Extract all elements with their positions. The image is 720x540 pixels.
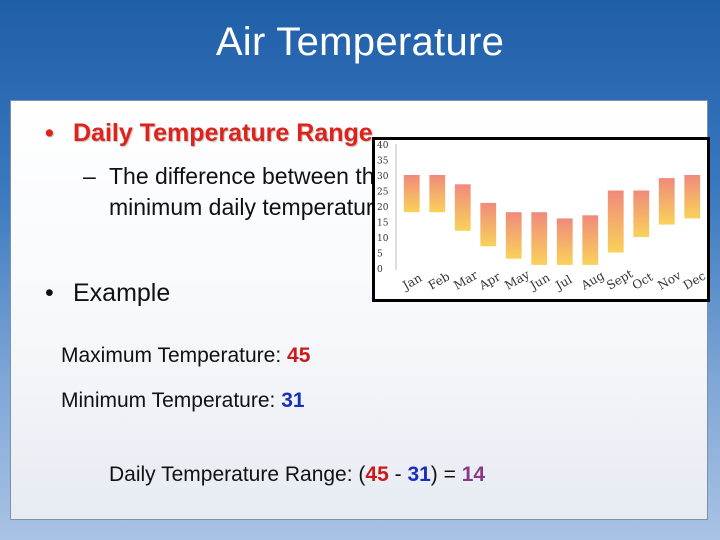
- temperature-range-chart: 40 35 30 25 20 15 10 5 0 Jan Feb Mar Apr May Jun Jul Au…: [372, 137, 710, 302]
- max-label: Maximum Temperature:: [61, 344, 288, 367]
- max-value: 45: [287, 344, 311, 367]
- bullet-marker: •: [45, 279, 54, 307]
- bar-mar: [454, 184, 471, 231]
- x-tick-label-jan: Jan: [399, 270, 425, 293]
- x-tick-label-aug: Aug: [578, 268, 607, 293]
- bars: [403, 175, 701, 265]
- bar-apr: [480, 202, 497, 247]
- bar-jun: [531, 212, 548, 265]
- bar-jan: [403, 175, 420, 213]
- definition-line-2: minimum daily temperatures: [109, 194, 398, 220]
- y-tick-label: 40: [377, 141, 389, 151]
- x-tick-label-dec: Dec: [681, 269, 707, 293]
- bullet-text: Example: [73, 279, 171, 307]
- x-tick-label-oct: Oct: [630, 270, 656, 293]
- min-value: 31: [281, 389, 305, 412]
- min-temperature-line: Minimum Temperature: 31: [61, 389, 305, 413]
- bar-nov: [658, 178, 675, 225]
- y-tick-label: 20: [377, 203, 389, 213]
- y-tick-label: 35: [377, 157, 389, 167]
- x-tick-label-apr: Apr: [476, 269, 503, 293]
- range-min-value: 31: [407, 463, 431, 486]
- range-max-value: 45: [365, 463, 389, 486]
- bar-dec: [684, 175, 701, 219]
- x-tick-label-feb: Feb: [426, 269, 453, 293]
- range-minus: -: [388, 463, 408, 486]
- range-equation-line: Daily Temperature Range: (45 - 31) = 14: [109, 463, 485, 487]
- min-label: Minimum Temperature:: [61, 389, 282, 412]
- y-tick-label: 25: [377, 188, 389, 198]
- range-close: ) =: [430, 463, 462, 486]
- y-tick-label: 30: [377, 172, 389, 182]
- bar-jul: [556, 218, 573, 265]
- y-tick-label: 0: [377, 265, 383, 275]
- bar-may: [505, 212, 522, 259]
- slide-title: Air Temperature: [215, 20, 505, 64]
- bar-sept: [607, 190, 624, 253]
- definition-subbullet: – The difference between the maximum and …: [83, 161, 643, 223]
- x-tick-label-jun: Jun: [526, 270, 553, 293]
- y-axis: 40 35 30 25 20 15 10 5 0: [377, 141, 397, 275]
- x-tick-label-nov: Nov: [655, 268, 683, 292]
- y-tick-label: 5: [377, 250, 383, 260]
- bullet-marker: •: [45, 119, 54, 147]
- max-temperature-line: Maximum Temperature: 45: [61, 344, 310, 368]
- bullet-text: Daily Temperature Range: [73, 119, 373, 147]
- y-tick-label: 15: [377, 219, 389, 229]
- range-label: Daily Temperature Range: (: [109, 463, 366, 486]
- bullet-daily-temperature-range: • Daily Temperature Range: [45, 119, 373, 148]
- x-tick-label-jul: Jul: [552, 272, 575, 293]
- bar-oct: [633, 190, 650, 237]
- dash-marker: –: [83, 163, 96, 189]
- bar-aug: [582, 215, 599, 265]
- range-result-value: 14: [461, 463, 486, 486]
- y-tick-label: 10: [377, 234, 389, 244]
- bullet-example: • Example: [45, 279, 170, 308]
- bar-feb: [429, 175, 446, 213]
